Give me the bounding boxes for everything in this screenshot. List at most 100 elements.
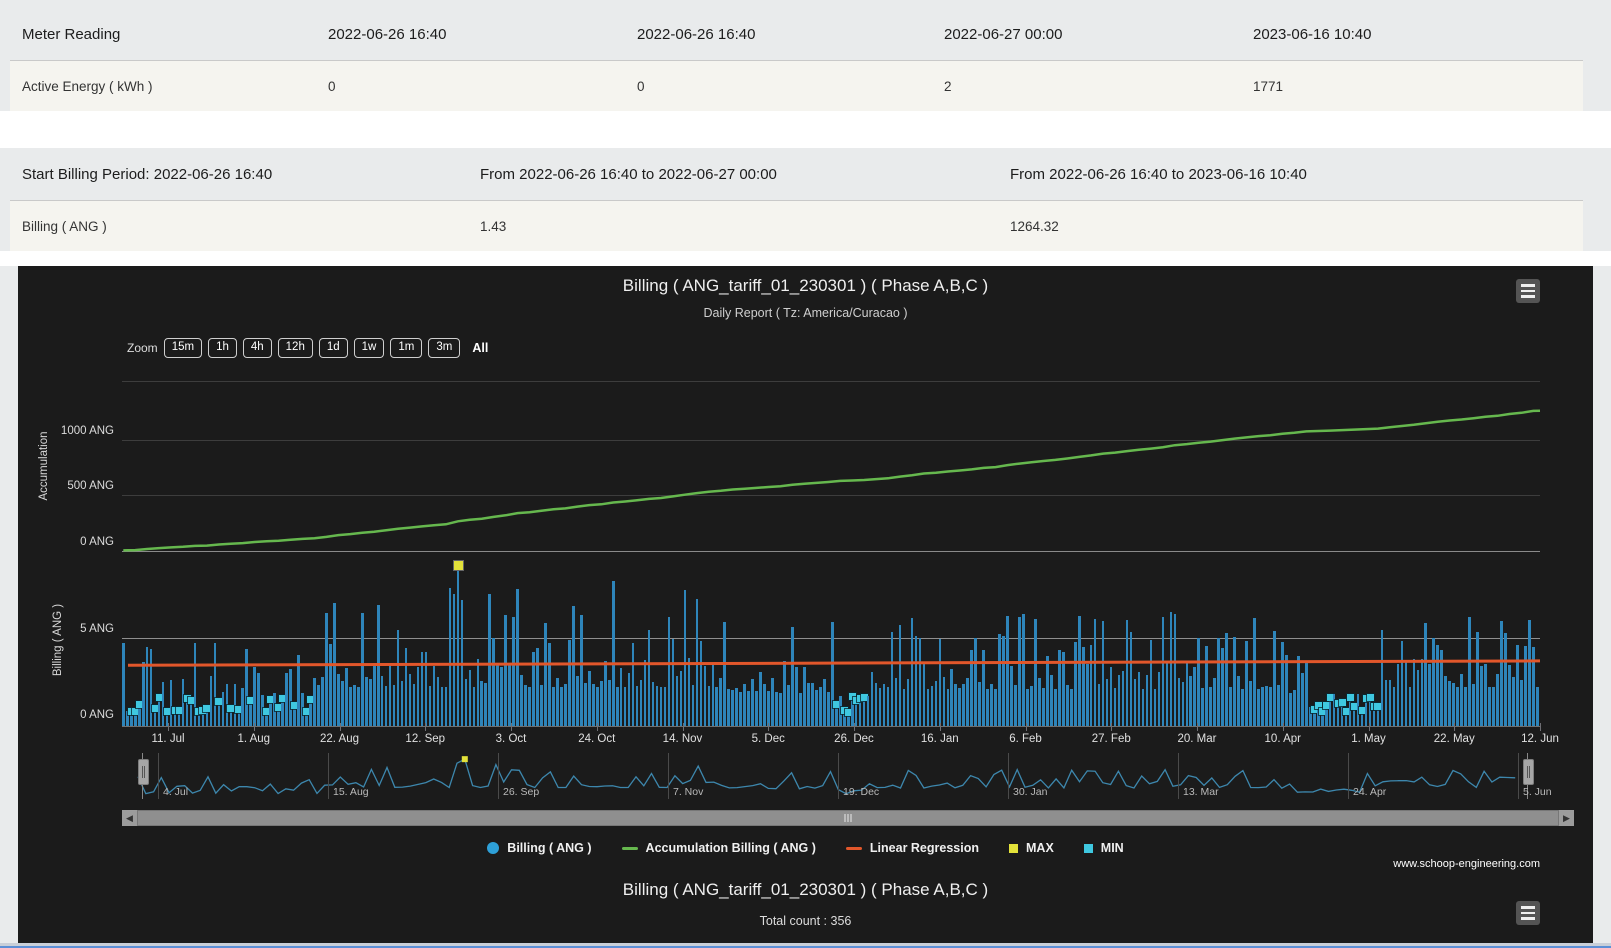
billing-bar <box>838 695 842 726</box>
legend-label: Linear Regression <box>869 841 979 855</box>
billing-bar <box>711 664 715 726</box>
billing-bar <box>1532 647 1535 726</box>
footer-menu-icon[interactable] <box>1516 901 1540 925</box>
billing-bar <box>938 638 942 726</box>
billing-bar <box>619 667 623 726</box>
billing-bar <box>1468 617 1471 726</box>
billing-bar <box>576 675 579 726</box>
zoom-range-button-3m[interactable]: 3m <box>428 338 461 358</box>
billing-bar <box>1368 697 1372 726</box>
billing-bar <box>1185 660 1189 726</box>
billing-bar <box>145 646 149 726</box>
x-axis-tick <box>511 723 512 731</box>
billing-bar <box>1492 686 1495 726</box>
billing-bar <box>173 710 177 726</box>
zoom-range-button-15m[interactable]: 15m <box>163 338 203 358</box>
billing-bar <box>1480 666 1483 726</box>
navigator-label: 5. Jun <box>1523 786 1552 798</box>
min-marker <box>195 708 203 715</box>
square-marker-icon <box>1083 843 1093 853</box>
billing-bar <box>528 686 531 726</box>
billing-bar <box>185 698 189 726</box>
x-axis-tick <box>1197 723 1198 731</box>
billing-bar <box>922 661 926 726</box>
min-marker <box>291 701 299 709</box>
billing-bar <box>1388 680 1392 726</box>
billing-bar <box>1464 687 1467 726</box>
billing-bar <box>894 677 898 726</box>
billing-bar <box>137 704 141 726</box>
page-bottom-scrollbar[interactable] <box>0 943 1611 948</box>
billing-bar <box>1034 619 1037 726</box>
zoom-range-button-1m[interactable]: 1m <box>390 338 423 358</box>
billing-bar <box>297 655 300 726</box>
billing-bar <box>647 629 651 726</box>
navigator-scrollbar[interactable]: ◀ ▶ <box>122 810 1574 826</box>
billing-label: Billing ( ANG ) <box>22 218 107 234</box>
billing-bar <box>584 683 587 726</box>
billing-bar <box>1257 688 1260 726</box>
accumulation-line <box>123 409 1541 552</box>
billing-bar <box>313 677 316 726</box>
billing-bar <box>1536 687 1539 726</box>
chart-menu-icon[interactable] <box>1516 279 1540 303</box>
min-marker <box>1342 707 1350 715</box>
billing-bar <box>416 667 420 726</box>
billing-bar <box>1105 679 1109 726</box>
zoom-range-button-4h[interactable]: 4h <box>242 338 272 358</box>
billing-bar <box>341 680 344 726</box>
min-marker <box>1334 700 1342 708</box>
x-axis-label: 27. Feb <box>1091 733 1131 745</box>
min-marker <box>848 693 856 701</box>
billing-bar <box>1026 688 1029 726</box>
min-marker <box>175 706 183 714</box>
zoom-range-button-all[interactable]: All <box>472 341 489 355</box>
billing-bar <box>488 593 492 726</box>
billing-bar <box>1301 672 1304 726</box>
navigator-left-handle[interactable] <box>138 759 149 785</box>
billing-bar <box>739 692 742 726</box>
billing-bar <box>787 684 790 726</box>
billing-bar <box>532 651 535 726</box>
billing-bar <box>548 643 551 726</box>
scrollbar-grip-icon <box>844 814 852 822</box>
zoom-range-button-12h[interactable]: 12h <box>277 338 313 358</box>
billing-bar <box>1512 677 1515 726</box>
billing-bar <box>400 681 404 726</box>
legend-item-max[interactable]: MAX <box>1009 841 1054 855</box>
legend-item-min[interactable]: MIN <box>1083 841 1124 855</box>
scrollbar-left-arrow-icon[interactable]: ◀ <box>122 810 137 826</box>
zoom-range-button-1h[interactable]: 1h <box>208 338 237 358</box>
billing-bar <box>392 685 396 726</box>
billing-bar <box>153 708 157 726</box>
x-axis-label: 20. Mar <box>1177 733 1217 745</box>
billing-bar <box>1269 687 1272 726</box>
billing-bar <box>910 617 914 726</box>
scrollbar-right-arrow-icon[interactable]: ▶ <box>1559 810 1574 826</box>
zoom-range-button-1d[interactable]: 1d <box>318 338 348 358</box>
zoom-range-button-1w[interactable]: 1w <box>353 338 385 358</box>
billing-bar <box>783 661 786 726</box>
billing-bar <box>480 680 484 726</box>
billing-bar <box>408 674 412 726</box>
min-marker <box>227 704 235 712</box>
billing-bar <box>1117 674 1121 726</box>
navigator-right-handle[interactable] <box>1523 759 1534 785</box>
billing-bar <box>902 689 906 726</box>
line-marker-icon <box>845 846 862 850</box>
x-axis-tick <box>253 723 255 731</box>
legend-item-linear-regression[interactable]: Linear Regression <box>845 841 979 855</box>
billing-bar <box>432 666 436 726</box>
legend-item-billing-ang[interactable]: Billing ( ANG ) <box>487 841 592 855</box>
legend-item-accumulation-billing-ang[interactable]: Accumulation Billing ( ANG ) <box>621 841 816 855</box>
billing-bar <box>595 687 599 726</box>
billing-bar <box>1261 687 1264 726</box>
billing-bar <box>1293 690 1296 726</box>
billing-bar <box>747 690 750 726</box>
navigator-label: 30. Jan <box>1013 786 1048 798</box>
scrollbar-thumb[interactable] <box>137 810 1559 826</box>
min-marker <box>1362 695 1370 703</box>
min-marker <box>1322 701 1330 709</box>
billing-value-2: 1264.32 <box>1010 218 1059 234</box>
legend-label: MIN <box>1100 841 1124 855</box>
